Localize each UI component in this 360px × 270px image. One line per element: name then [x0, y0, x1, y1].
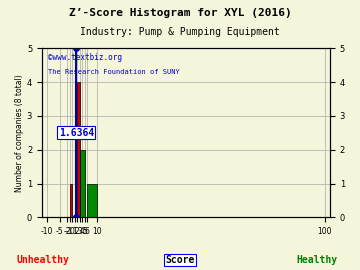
Text: Score: Score: [165, 255, 195, 265]
Text: ©www.textbiz.org: ©www.textbiz.org: [48, 53, 122, 62]
Bar: [77, 82, 80, 217]
Text: Unhealthy: Unhealthy: [17, 255, 69, 265]
Y-axis label: Number of companies (8 total): Number of companies (8 total): [15, 74, 24, 192]
Text: Z’-Score Histogram for XYL (2016): Z’-Score Histogram for XYL (2016): [69, 8, 291, 18]
Text: Industry: Pump & Pumping Equipment: Industry: Pump & Pumping Equipment: [80, 27, 280, 37]
Text: The Research Foundation of SUNY: The Research Foundation of SUNY: [48, 69, 179, 75]
Bar: [70, 184, 72, 217]
Bar: [80, 150, 85, 217]
Text: 1.6364: 1.6364: [59, 128, 94, 138]
Text: Healthy: Healthy: [296, 255, 337, 265]
Bar: [87, 184, 98, 217]
